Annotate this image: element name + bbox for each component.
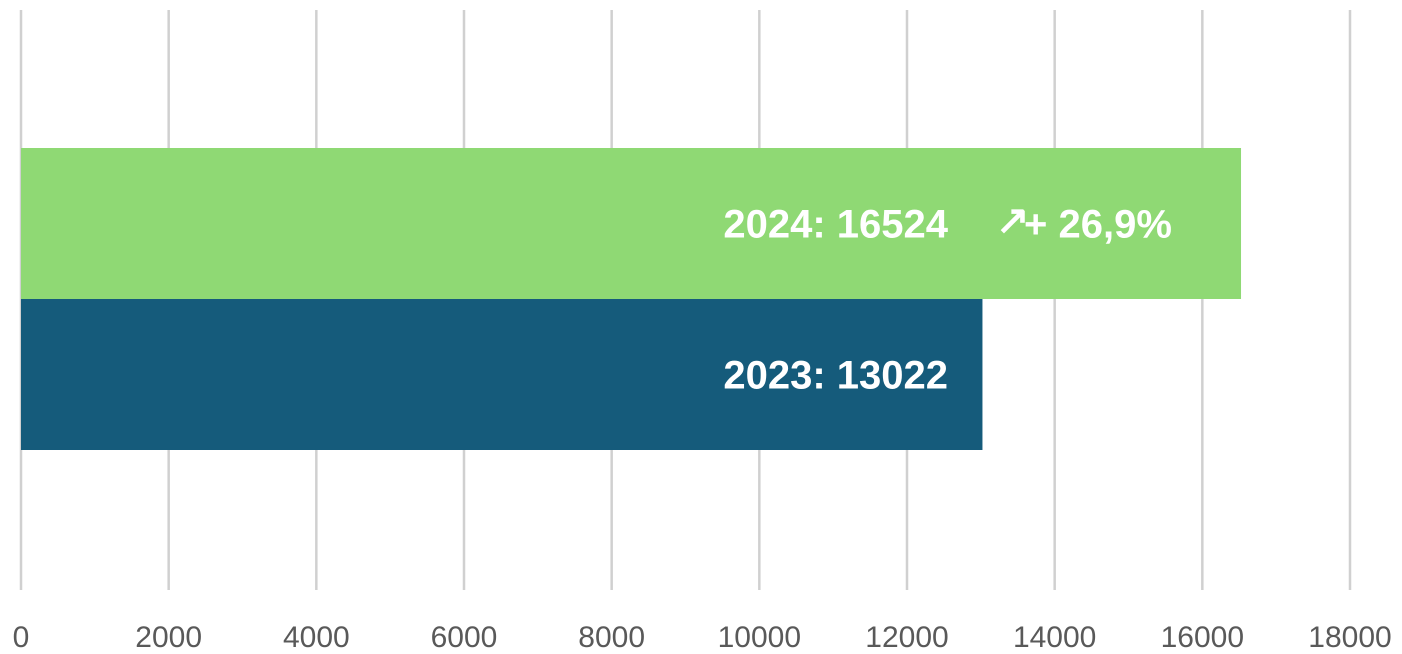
bar-label-2024: 2024: 16524 xyxy=(723,203,948,247)
bar-labels: 2024: 16524 2023: 13022 xyxy=(723,203,948,398)
x-tick-label-14000: 14000 xyxy=(1013,621,1096,654)
growth-annotation: ↗ + 26,9% xyxy=(996,199,1172,247)
x-tick-label-18000: 18000 xyxy=(1308,621,1391,654)
x-tick-label-12000: 12000 xyxy=(865,621,948,654)
x-tick-label-2000: 2000 xyxy=(135,621,202,654)
x-tick-label-0: 0 xyxy=(13,621,30,654)
x-axis-ticks: 0 2000 4000 6000 8000 10000 12000 14000 16000 180… xyxy=(13,621,1392,654)
x-tick-label-16000: 16000 xyxy=(1161,621,1244,654)
bars xyxy=(21,148,1242,450)
bar-2023 xyxy=(21,299,983,450)
bar-label-2023: 2023: 13022 xyxy=(723,354,948,398)
growth-arrow-icon: ↗ xyxy=(996,199,1030,243)
x-tick-label-6000: 6000 xyxy=(431,621,498,654)
x-tick-label-10000: 10000 xyxy=(718,621,801,654)
x-tick-label-8000: 8000 xyxy=(578,621,645,654)
x-tick-label-4000: 4000 xyxy=(283,621,350,654)
bar-2024 xyxy=(21,148,1242,299)
growth-percentage-label: + 26,9% xyxy=(1024,203,1172,247)
